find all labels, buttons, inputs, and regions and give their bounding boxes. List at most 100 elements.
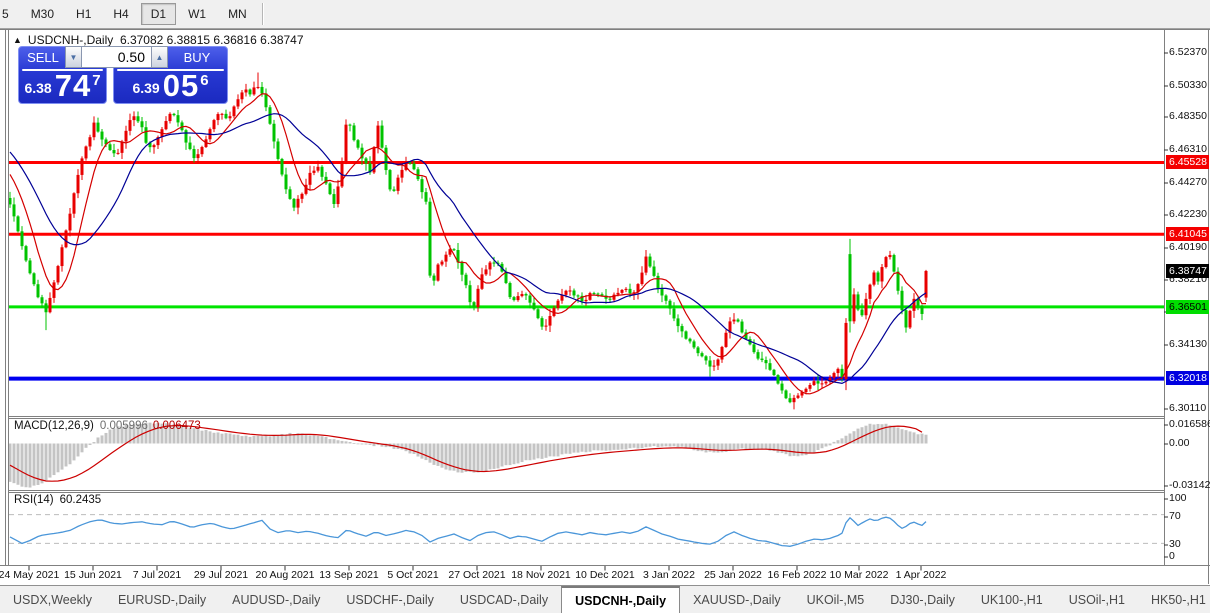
candle-body <box>16 216 20 232</box>
macd-histogram-bar <box>424 443 428 461</box>
candle-body <box>732 319 736 322</box>
macd-histogram-bar <box>288 432 292 444</box>
date-label: 29 Jul 2021 <box>193 569 249 581</box>
candle-body <box>184 130 188 143</box>
macd-histogram-bar <box>24 443 28 488</box>
candle-body <box>896 271 900 291</box>
tab-xauusd-daily[interactable]: XAUUSD-,Daily <box>693 592 781 607</box>
macd-histogram-bar <box>264 435 268 444</box>
candle-body <box>872 272 876 285</box>
candle-body <box>28 260 32 274</box>
macd-histogram-bar <box>96 437 100 444</box>
candle-body <box>312 170 316 173</box>
candle-body <box>112 150 116 154</box>
collapse-panel-icon[interactable]: ▲ <box>13 35 22 45</box>
candle-body <box>808 384 812 389</box>
candle-body <box>812 381 816 385</box>
macd-histogram-bar <box>236 434 240 444</box>
sell-divider <box>22 69 103 71</box>
candle-body <box>324 176 328 184</box>
macd-histogram-bar <box>916 434 920 444</box>
volume-decrease-button[interactable]: ▼ <box>65 46 82 68</box>
price-axis-label: 6.30110 <box>1169 402 1207 414</box>
macd-histogram-bar <box>156 422 160 444</box>
candle-body <box>452 249 456 251</box>
candle-body <box>152 145 156 148</box>
macd-histogram-bar <box>44 443 48 481</box>
price-axis-label: 6.40190 <box>1169 241 1207 253</box>
macd-histogram-bar <box>272 435 276 444</box>
candle-body <box>688 338 692 342</box>
macd-histogram-bar <box>636 443 640 449</box>
candle-body <box>52 282 56 298</box>
timeframe-button-D1[interactable]: D1 <box>140 3 177 25</box>
ohlc-close: 6.38747 <box>260 33 304 47</box>
tab-hk50-h1[interactable]: HK50-,H1 <box>1150 592 1206 607</box>
macd-histogram-bar <box>896 427 900 444</box>
tab-audusd-daily[interactable]: AUDUSD-,Daily <box>232 592 321 607</box>
macd-histogram-bar <box>488 443 492 470</box>
candle-body <box>508 283 512 298</box>
timeframe-button-5[interactable]: 5 <box>2 7 9 21</box>
tab-usdcnh-daily[interactable]: USDCNH-,Daily <box>561 586 681 613</box>
candle-body <box>196 154 200 159</box>
macd-histogram-bar <box>720 443 724 453</box>
candle-body <box>816 381 820 384</box>
macd-histogram-bar <box>924 434 928 444</box>
tab-uk100-h1[interactable]: UK100-,H1 <box>980 592 1043 607</box>
candle-body <box>656 275 660 289</box>
rsi-value: 60.2435 <box>59 494 102 506</box>
macd-histogram-bar <box>528 443 532 461</box>
indicator-axis-label: 70 <box>1169 510 1181 522</box>
candle-body <box>520 294 524 297</box>
tab-usdcad-daily[interactable]: USDCAD-,Daily <box>459 592 549 607</box>
date-label: 24 May 2021 <box>0 569 60 581</box>
candle-body <box>440 261 444 265</box>
tab-eurusd-daily[interactable]: EURUSD-,Daily <box>117 592 207 607</box>
macd-histogram-bar <box>876 423 880 444</box>
macd-histogram-bar <box>672 443 676 447</box>
tab-dj30-daily[interactable]: DJ30-,Daily <box>890 592 955 607</box>
candle-body <box>632 292 636 294</box>
volume-increase-button[interactable]: ▲ <box>151 46 168 68</box>
tab-usoil-h1[interactable]: USOil-,H1 <box>1068 592 1125 607</box>
macd-histogram-bar <box>592 443 596 451</box>
macd-histogram-bar <box>904 430 908 444</box>
macd-histogram-bar <box>444 443 448 470</box>
macd-histogram-bar <box>112 428 116 444</box>
timeframe-button-MN[interactable]: MN <box>228 7 247 21</box>
timeframe-button-H1[interactable]: H1 <box>76 7 92 21</box>
timeframe-button-M30[interactable]: M30 <box>30 7 55 21</box>
tab-usdx-weekly[interactable]: USDX,Weekly <box>13 592 92 607</box>
macd-histogram-bar <box>356 443 360 445</box>
price-badge-6.41045: 6.41045 <box>1166 227 1209 241</box>
candle-body <box>336 186 340 205</box>
tab-usdchf-daily[interactable]: USDCHF-,Daily <box>346 592 434 607</box>
candle-body <box>564 290 568 295</box>
indicator-axis-label: 100 <box>1169 492 1187 504</box>
macd-histogram-bar <box>228 433 232 444</box>
macd-histogram-bar <box>380 443 384 447</box>
macd-histogram-bar <box>364 443 368 445</box>
timeframe-button-W1[interactable]: W1 <box>188 7 207 21</box>
macd-histogram-bar <box>16 443 20 485</box>
macd-histogram-bar <box>760 443 764 450</box>
tab-ukoil-m5[interactable]: UKOil-,M5 <box>806 592 865 607</box>
candle-body <box>796 395 800 398</box>
candle-body <box>280 158 284 175</box>
candle-body <box>904 310 908 328</box>
price-axis-label: 6.52370 <box>1169 46 1207 58</box>
candle-body <box>64 230 68 248</box>
timeframe-button-H4[interactable]: H4 <box>113 7 129 21</box>
candle-body <box>460 262 464 275</box>
candle-body <box>696 347 700 354</box>
candle-body <box>84 146 88 159</box>
candle-body <box>592 293 596 295</box>
volume-input[interactable]: 0.50 <box>82 46 151 68</box>
macd-histogram-bar <box>576 443 580 453</box>
candle-body <box>60 247 64 267</box>
candle-body <box>744 332 748 340</box>
candle-body <box>548 316 552 326</box>
